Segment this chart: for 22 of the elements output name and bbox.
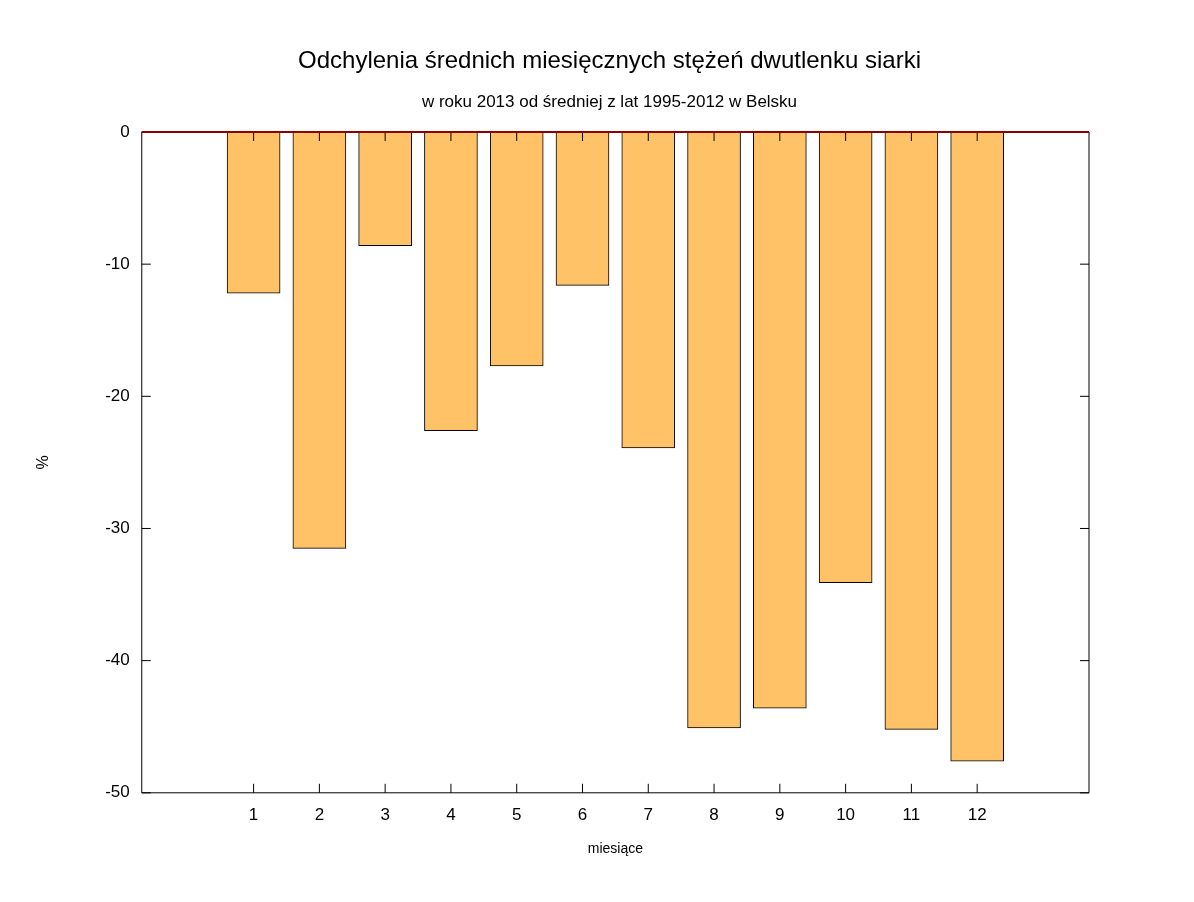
y-tick-label: -50 [105,782,130,802]
x-tick-label: 12 [967,804,987,824]
x-tick-label: 10 [836,804,856,824]
y-tick-label: -10 [105,253,130,273]
chart-title: Odchylenia średnich miesięcznych stężeń dwutlenku siarki [297,46,922,74]
x-tick-label: 7 [643,804,654,824]
x-tick-label: 4 [446,804,456,824]
x-tick-label: 8 [709,804,719,824]
x-tick-label: 9 [775,804,785,824]
y-axis-title: % [34,455,52,470]
y-tick-label: -20 [105,386,130,406]
y-tick-label: -30 [105,518,130,538]
x-tick-label: 2 [314,804,325,824]
x-tick-label: 5 [511,804,522,824]
y-tick-label: -40 [105,650,130,670]
chart-subtitle: w roku 2013 od średniej z lat 1995-2012 w Belsku [420,92,799,112]
x-tick-label: 6 [577,804,588,824]
x-axis-title: miesiące [587,840,644,857]
x-tick-label: 3 [380,804,390,824]
x-tick-label: 11 [902,804,921,824]
x-tick-label: 1 [248,804,259,824]
y-tick-label: 0 [120,121,130,141]
